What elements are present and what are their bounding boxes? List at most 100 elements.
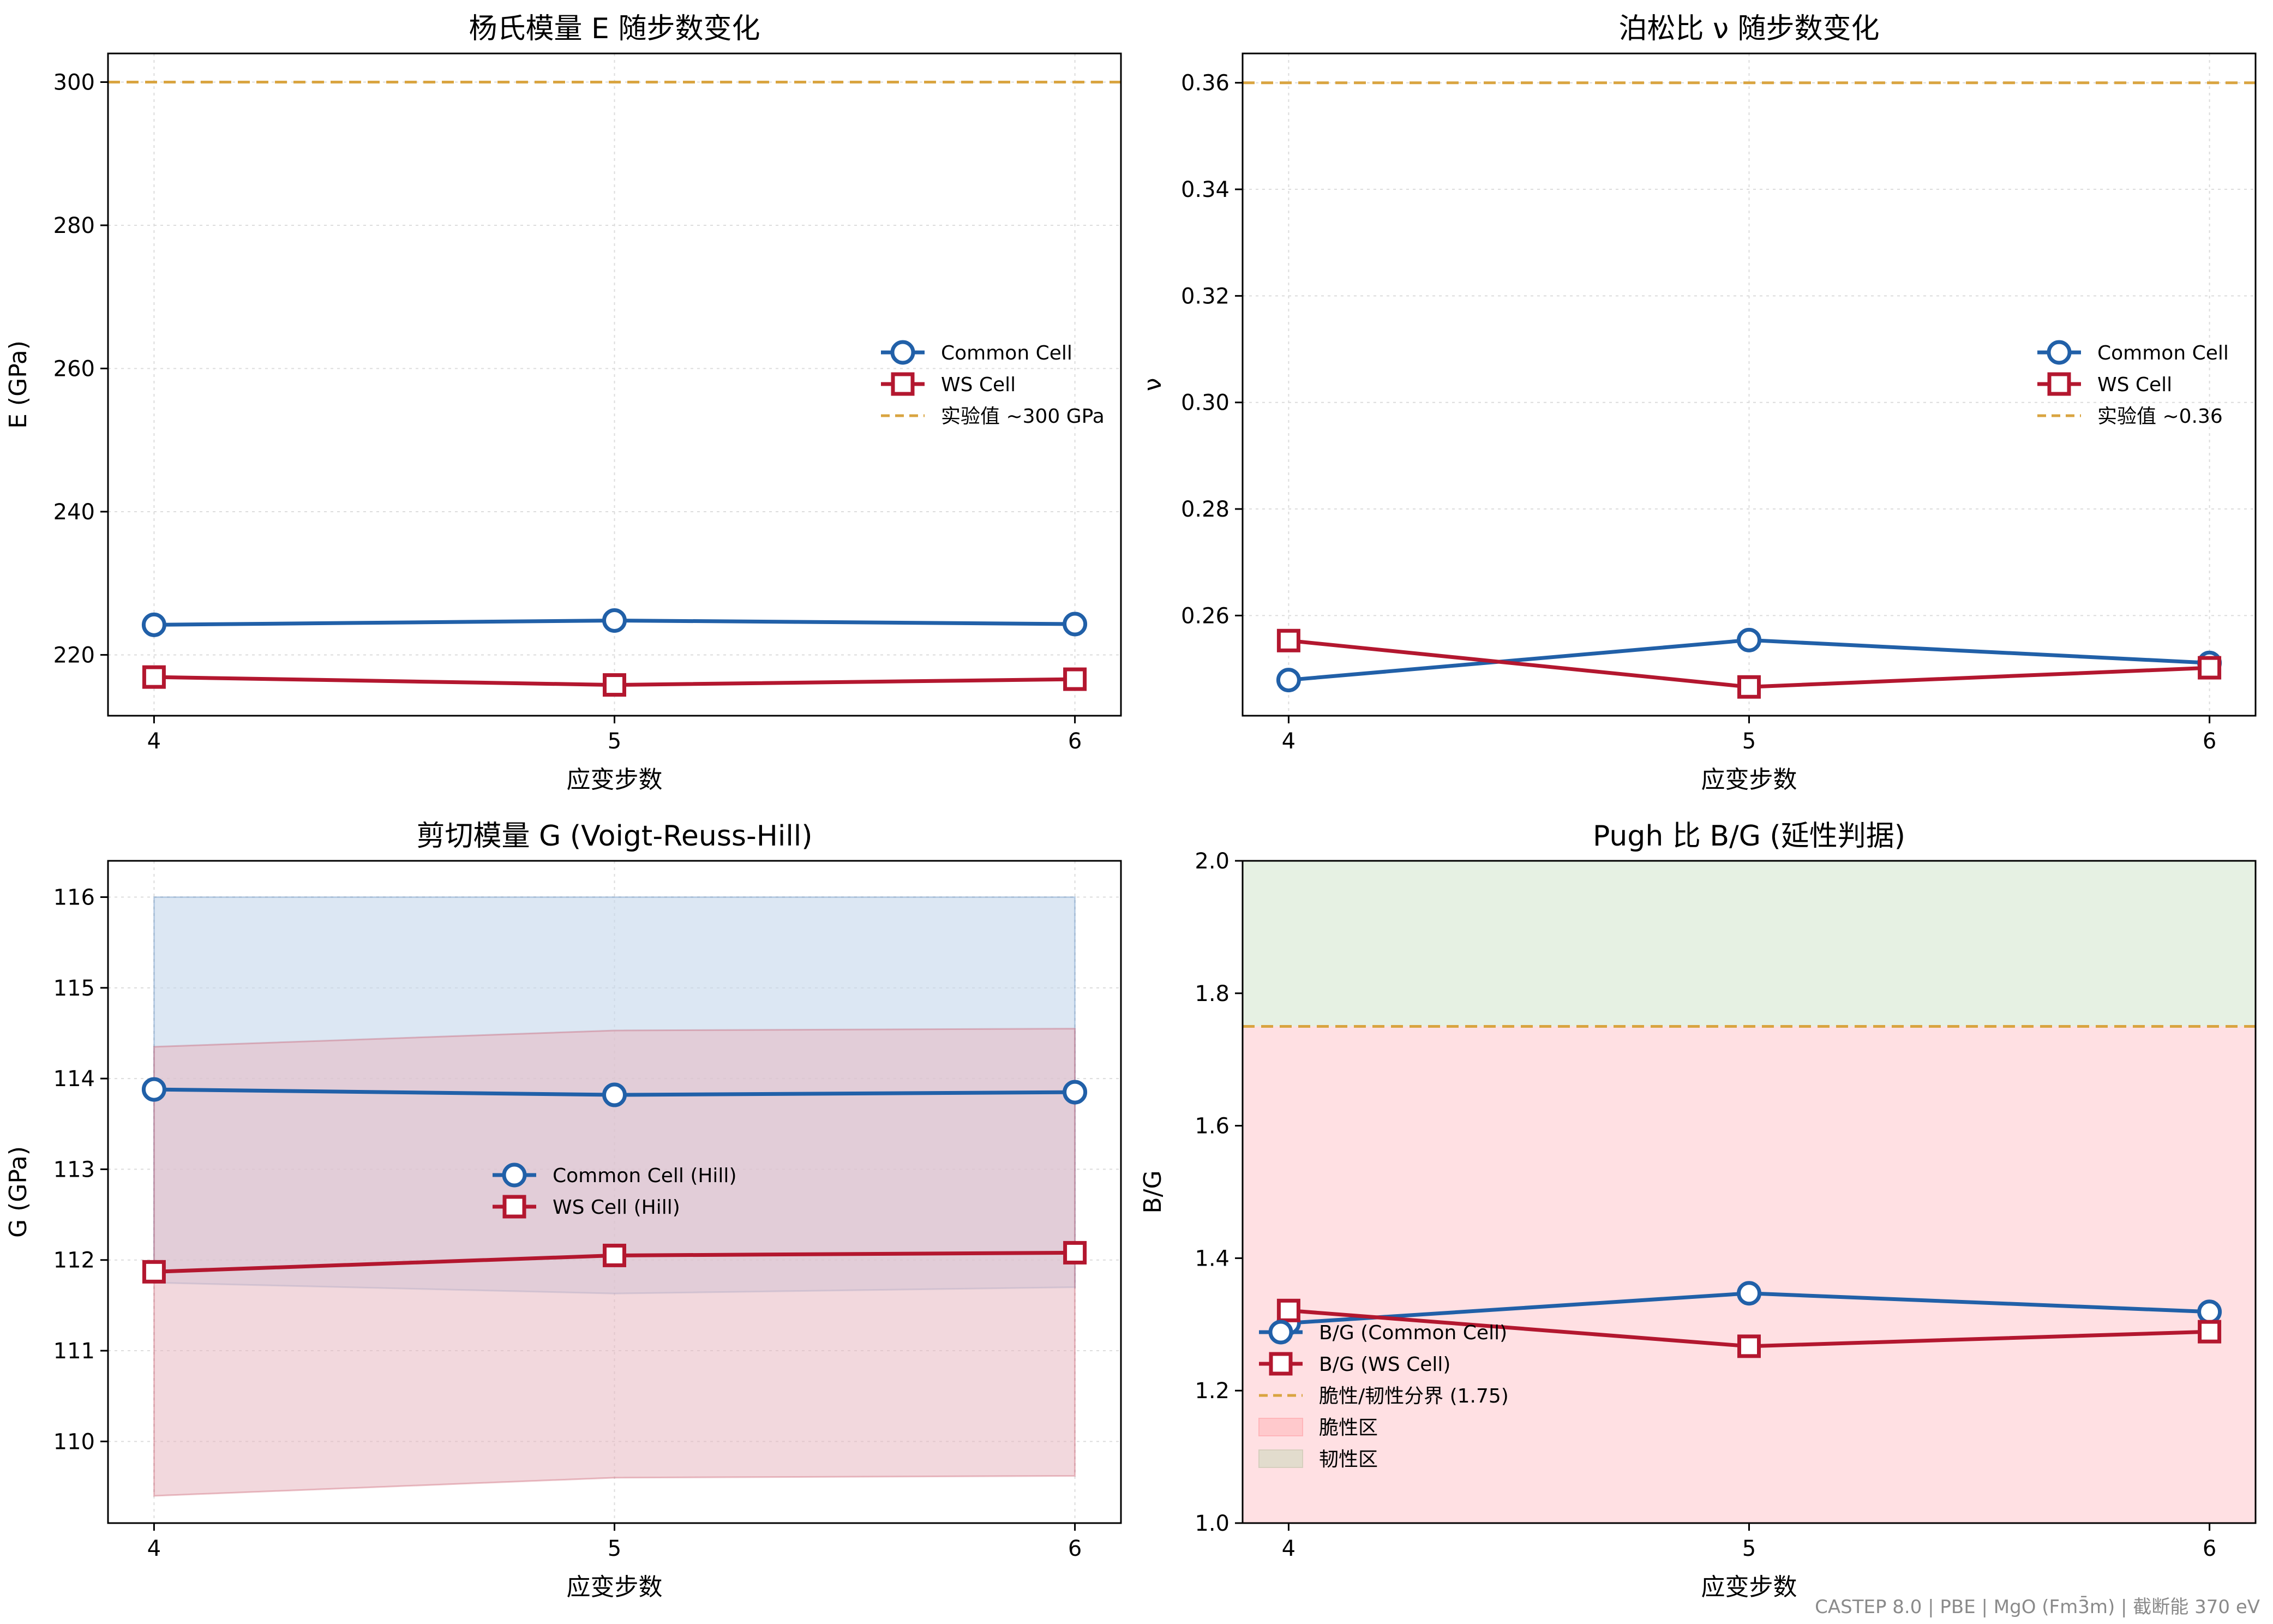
y-tick-label: 0.32 — [1181, 284, 1230, 309]
y-tick-label: 0.28 — [1181, 497, 1230, 522]
data-point-common — [602, 608, 627, 633]
y-tick-label: 0.34 — [1181, 177, 1230, 202]
legend-marker — [1268, 1320, 1293, 1345]
data-point-ws — [1276, 628, 1300, 652]
x-tick-label: 6 — [1068, 729, 1082, 754]
legend-label: WS Cell — [2097, 374, 2172, 396]
y-tick-label: 1.2 — [1195, 1379, 1230, 1404]
data-point-ws — [142, 665, 166, 689]
y-tick-label: 111 — [53, 1339, 95, 1364]
x-tick-label: 6 — [2203, 1536, 2216, 1561]
chart-poisson: 4 5 6 0.26 0.28 0.30 0.32 0.34 0.36 泊松比 ν 随步数变化应变… — [1139, 13, 2257, 794]
data-point-ws — [1276, 1298, 1300, 1322]
y-tick-label: 0.26 — [1181, 603, 1230, 628]
legend-label: B/G (WS Cell) — [1319, 1353, 1450, 1376]
data-point-common — [1737, 1281, 1761, 1306]
y-tick-label: 260 — [53, 356, 95, 381]
data-point-ws — [2198, 1320, 2222, 1344]
chart-shear: 4 5 6 110 111 112 113 114 115 116 剪切模量 G (Voigt-Re… — [4, 820, 1122, 1601]
data-point-ws — [1737, 675, 1761, 699]
y-tick-label: 280 — [53, 213, 95, 238]
legend-marker — [891, 372, 915, 396]
y-tick-label: 0.30 — [1181, 391, 1230, 416]
y-tick-label: 1.4 — [1195, 1246, 1230, 1271]
data-point-common — [602, 1082, 627, 1107]
legend-label: 脆性区 — [1319, 1417, 1378, 1439]
legend-marker — [2047, 340, 2072, 365]
x-tick-label: 4 — [147, 1536, 161, 1561]
legend-label: Common Cell — [941, 342, 1072, 364]
legend-marker — [2047, 372, 2071, 396]
legend-label: WS Cell — [941, 374, 1016, 396]
y-tick-label: 1.6 — [1195, 1114, 1230, 1139]
chart-pugh: 4 5 6 1.0 1.2 1.4 1.6 1.8 2.0 Pugh 比 B/G (延性判据) 应变… — [1139, 820, 2257, 1601]
data-point-common — [1063, 612, 1088, 637]
legend: Common Cell WS Cell 实验值 ~300 GPa — [881, 340, 1105, 428]
legend-marker — [502, 1162, 527, 1188]
y-tick-label: 0.36 — [1181, 71, 1230, 96]
y-tick-label: 300 — [53, 70, 95, 95]
data-point-ws — [1063, 1241, 1087, 1265]
data-point-common — [2197, 1299, 2222, 1325]
x-tick-label: 5 — [1742, 1536, 1756, 1561]
data-point-ws — [603, 1243, 626, 1267]
x-tick-label: 5 — [1742, 729, 1756, 754]
legend-label: Common Cell — [2097, 342, 2229, 364]
chart-title: 剪切模量 G (Voigt-Reuss-Hill) — [416, 820, 812, 853]
legend-label: WS Cell (Hill) — [553, 1196, 680, 1219]
y-tick-label: 110 — [53, 1429, 95, 1454]
y-axis-label: B/G — [1139, 1170, 1167, 1213]
x-tick-label: 4 — [1282, 1536, 1296, 1561]
footer-caption: CASTEP 8.0 | PBE | MgO (Fm3̄m) | 截断能 370… — [1815, 1596, 2260, 1618]
chart-title: 泊松比 ν 随步数变化 — [1618, 13, 1879, 45]
legend-label: 脆性/韧性分界 (1.75) — [1319, 1385, 1509, 1407]
data-point-ws — [2198, 656, 2222, 680]
data-point-ws — [1063, 667, 1087, 691]
legend-label: Common Cell (Hill) — [553, 1165, 736, 1187]
x-tick-label: 5 — [608, 1536, 621, 1561]
data-point-ws — [142, 1260, 166, 1284]
data-point-ws — [1737, 1334, 1761, 1358]
x-tick-label: 6 — [1068, 1536, 1082, 1561]
y-tick-label: 114 — [53, 1066, 95, 1092]
legend-label: 实验值 ~300 GPa — [941, 405, 1105, 428]
y-tick-label: 115 — [53, 976, 95, 1001]
data-point-ws — [603, 673, 626, 697]
x-tick-label: 6 — [2203, 729, 2216, 754]
y-axis-label: ν — [1139, 378, 1167, 392]
legend-marker — [502, 1195, 526, 1219]
y-tick-label: 1.8 — [1195, 981, 1230, 1006]
data-point-common — [1276, 668, 1301, 693]
y-tick-label: 2.0 — [1195, 849, 1230, 874]
y-axis-label: E (GPa) — [4, 340, 32, 429]
legend: B/G (Common Cell) B/G (WS Cell) 脆性/韧性分界 (1… — [1258, 1320, 1509, 1471]
x-tick-label: 5 — [608, 729, 621, 754]
y-axis-label: G (GPa) — [4, 1146, 32, 1238]
legend-label: 韧性区 — [1319, 1448, 1378, 1471]
x-axis-label: 应变步数 — [1701, 1573, 1797, 1601]
legend-label: 实验值 ~0.36 — [2097, 405, 2223, 428]
x-tick-label: 4 — [147, 729, 161, 754]
chart-title: 杨氏模量 E 随步数变化 — [469, 13, 760, 45]
legend-marker — [1269, 1352, 1293, 1376]
legend-patch — [1258, 1418, 1303, 1436]
x-axis-label: 应变步数 — [567, 1573, 663, 1601]
legend-label: B/G (Common Cell) — [1319, 1322, 1507, 1344]
chart-title: Pugh 比 B/G (延性判据) — [1593, 820, 1905, 853]
data-point-common — [141, 612, 166, 637]
x-axis-label: 应变步数 — [1701, 766, 1797, 794]
legend-patch — [1258, 1449, 1303, 1468]
legend: Common Cell WS Cell 实验值 ~0.36 — [2037, 340, 2229, 428]
y-tick-label: 112 — [53, 1248, 95, 1273]
data-point-common — [1737, 627, 1761, 652]
y-tick-label: 116 — [53, 885, 95, 910]
x-axis-label: 应变步数 — [567, 766, 663, 794]
data-point-common — [1063, 1080, 1088, 1105]
y-tick-label: 220 — [53, 643, 95, 668]
region-ductile — [1243, 861, 2256, 1027]
data-point-common — [141, 1077, 166, 1102]
x-tick-label: 4 — [1282, 729, 1296, 754]
y-tick-label: 1.0 — [1195, 1511, 1230, 1536]
